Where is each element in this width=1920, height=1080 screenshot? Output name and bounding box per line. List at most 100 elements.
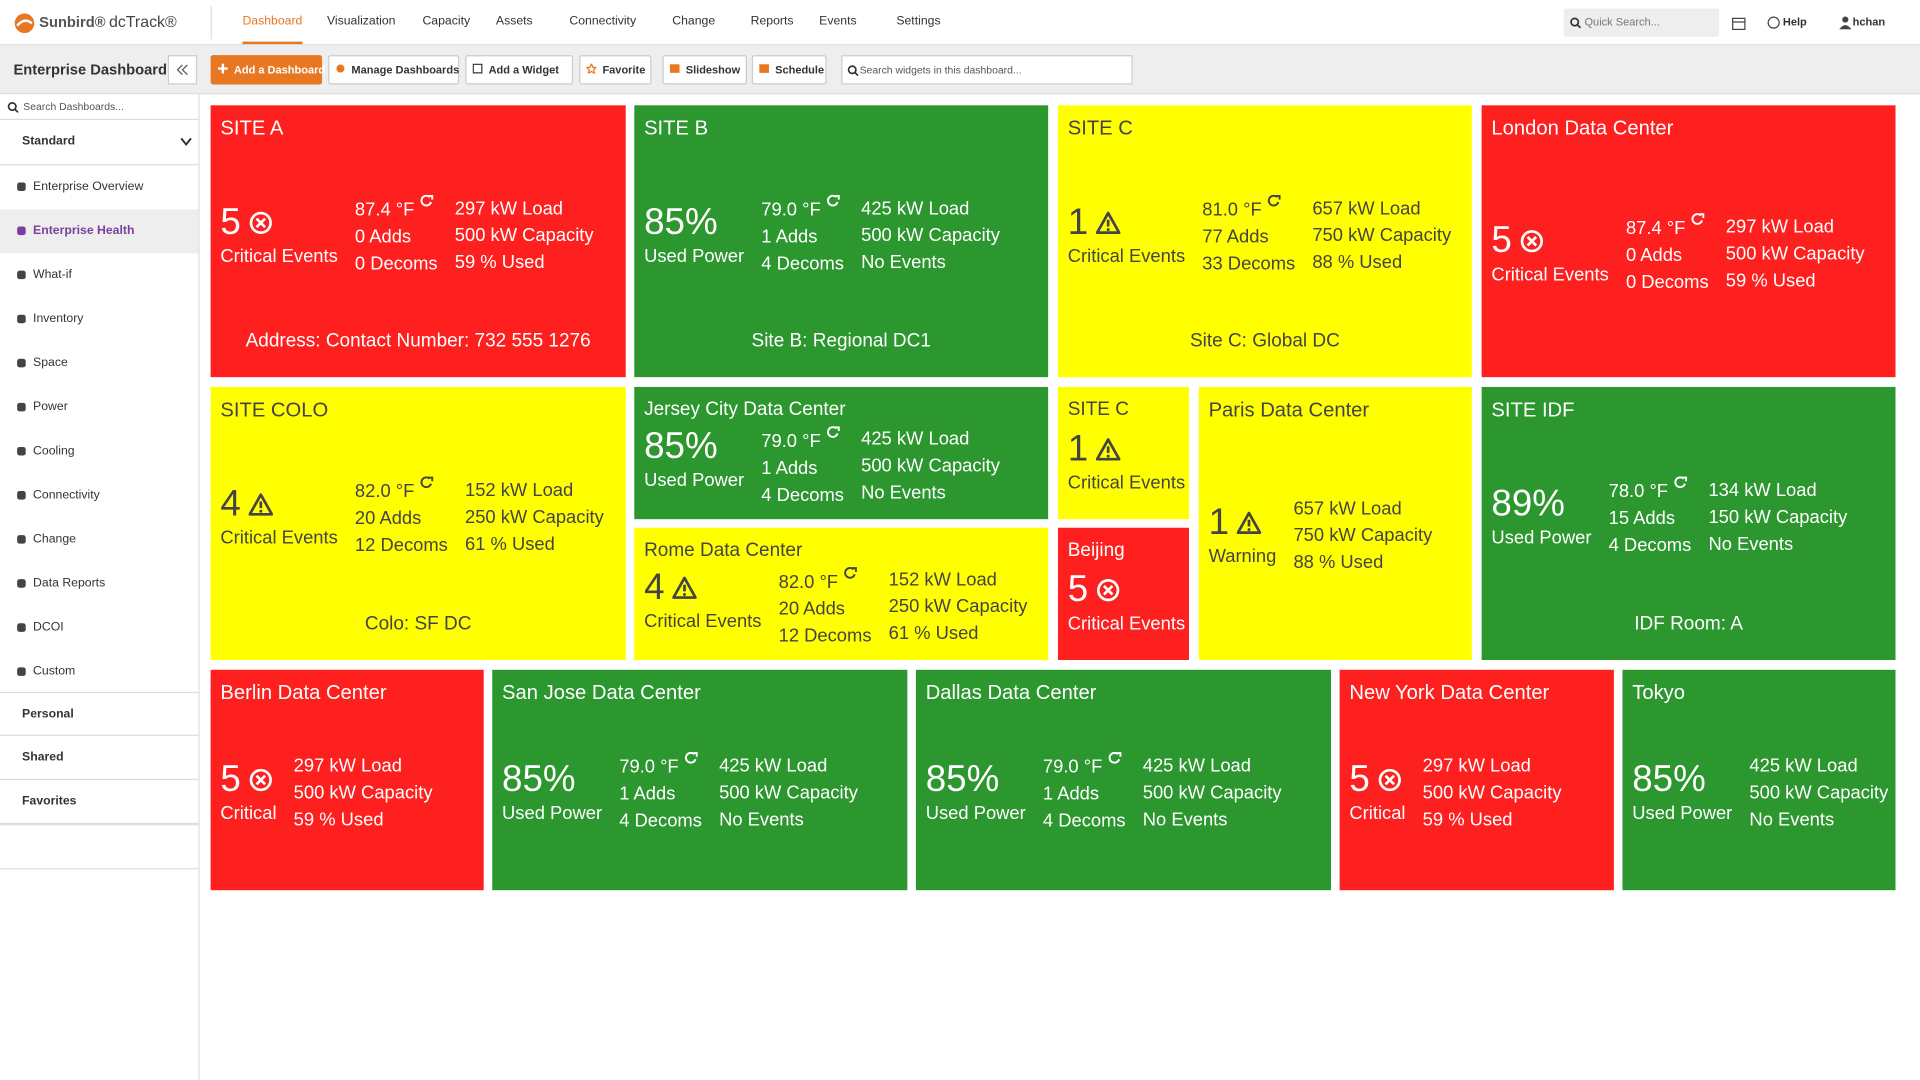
summary-label: Critical Events [1067, 472, 1186, 494]
summary-value: 4 [220, 483, 241, 525]
metric-column: 79.0 °F 1 Adds 4 Decoms [761, 194, 844, 277]
sidebar-item[interactable]: Cooling [0, 430, 198, 474]
nav-item[interactable]: Dashboard [242, 14, 303, 45]
top-nav: Sunbird® dcTrack® Dashboard Visualization… [0, 0, 1920, 46]
item-label: Space [33, 356, 68, 370]
toolbar-button[interactable]: Schedule [751, 55, 827, 85]
sidebar-group[interactable]: Shared [0, 736, 199, 780]
summary-value-row: 4 [220, 484, 337, 526]
widget-title: SITE C [1067, 399, 1129, 420]
widget[interactable]: SITE C 1 Critical Events [1057, 386, 1189, 520]
sidebar-item[interactable]: Connectivity [0, 474, 198, 518]
metric-line: No Events [1708, 531, 1847, 558]
summary-label: Used Power [644, 245, 745, 267]
widget-title: SITE C [1067, 117, 1133, 140]
button-label: Manage Dashboards [351, 63, 460, 76]
widget-title: Berlin Data Center [220, 682, 387, 705]
widget[interactable]: Berlin Data Center 5 Critical 297 kW Load 50… [210, 669, 484, 891]
widget[interactable]: SITE IDF 89% Used Power 78.0 °F 15 Adds 4 Dec… [1481, 386, 1896, 660]
widget-title: SITE B [644, 117, 709, 140]
error-icon [249, 211, 272, 234]
sidebar-item[interactable]: Change [0, 518, 198, 562]
dashboard-search[interactable]: Search Dashboards... [0, 94, 199, 120]
metric-line: 500 kW Capacity [719, 779, 858, 806]
metric-column: 297 kW Load 500 kW Capacity 59 % Used [294, 752, 433, 833]
widget[interactable]: San Jose Data Center 85% Used Power 79.0 °F… [492, 669, 908, 891]
sidebar-item[interactable]: Inventory [0, 298, 198, 342]
toolbar-button[interactable]: Add a Dashboard [210, 55, 325, 85]
widget[interactable]: SITE A 5 Critical Events 87.4 °F 0 Adds 0 Dec… [210, 105, 626, 378]
metric-column: 79.0 °F 1 Adds 4 Decoms [619, 751, 702, 834]
toolbar-button[interactable]: Favorite [579, 55, 652, 85]
widget[interactable]: Rome Data Center 4 Critical Events 82.0 °F 2… [634, 527, 1049, 660]
widget[interactable]: Beijing 5 Critical Events [1057, 527, 1189, 660]
metric-text: 425 kW Load [861, 428, 970, 450]
metric-text: 61 % Used [888, 623, 979, 645]
toolbar-button[interactable]: Manage Dashboards [328, 55, 460, 85]
sidebar-item[interactable]: Space [0, 342, 198, 386]
collapse-button[interactable] [167, 55, 198, 85]
metric-text: 425 kW Load [1749, 754, 1858, 776]
nav-item[interactable]: Events [819, 14, 857, 29]
metric-column: 152 kW Load 250 kW Capacity 61 % Used [889, 567, 1028, 648]
widget[interactable]: Paris Data Center 1 Warning 657 kW Load 750 … [1198, 386, 1472, 660]
nav-item[interactable]: Change [672, 14, 716, 29]
summary-label: Used Power [1632, 802, 1733, 824]
metric-text: No Events [861, 251, 946, 273]
widget-search[interactable]: Search widgets in this dashboard... [841, 55, 1133, 85]
sidebar-group[interactable]: Personal [0, 691, 199, 736]
sidebar-group[interactable]: Favorites [0, 780, 199, 825]
metric-line: 425 kW Load [719, 752, 858, 779]
user-menu[interactable]: hchan [1852, 15, 1886, 29]
widget[interactable]: Tokyo 85% Used Power 425 kW Load 500 kW Capa… [1622, 669, 1896, 891]
metric-text: 500 kW Capacity [1142, 781, 1282, 803]
nav-item[interactable]: Assets [495, 14, 533, 29]
widget-summary: 5 Critical Events [1491, 220, 1608, 289]
widget[interactable]: London Data Center 5 Critical Events 87.4 °… [1481, 105, 1896, 378]
widget-footer: Site B: Regional DC1 [751, 330, 931, 352]
nav-item[interactable]: Connectivity [569, 14, 637, 29]
quick-search[interactable]: Quick Search... [1563, 8, 1720, 37]
widget[interactable]: SITE COLO 4 Critical Events 82.0 °F 20 Adds 1… [210, 386, 626, 660]
metric-text: 12 Decoms [354, 535, 448, 556]
metric-line: 1 Adds [619, 781, 702, 808]
metric-line: 150 kW Capacity [1708, 504, 1847, 531]
item-icon [17, 446, 26, 456]
metric-text: 750 kW Capacity [1312, 224, 1452, 246]
metric-line: No Events [861, 480, 1000, 507]
button-icon [669, 64, 680, 73]
widget[interactable]: Jersey City Data Center 85% Used Power 79.0… [634, 386, 1049, 520]
sidebar-item[interactable]: DCOI [0, 606, 198, 650]
metric-text: 134 kW Load [1708, 480, 1817, 501]
widget[interactable]: SITE C 1 Critical Events 81.0 °F 77 Adds 33 D… [1057, 105, 1472, 378]
metric-line: 1 Adds [1043, 781, 1126, 808]
item-label: DCOI [33, 620, 64, 635]
sidebar-item[interactable]: Enterprise Overview [0, 165, 198, 209]
widget-footer: Site C: Global DC [1189, 330, 1340, 352]
widget[interactable]: Dallas Data Center 85% Used Power 79.0 °F 1 … [915, 669, 1332, 891]
summary-value-row: 5 [220, 201, 337, 243]
sidebar-item[interactable]: Data Reports [0, 562, 198, 606]
sidebar-item[interactable]: Power [0, 386, 198, 430]
nav-item[interactable]: Settings [896, 14, 941, 29]
button-label: Schedule [775, 63, 825, 76]
calendar-icon[interactable] [1731, 16, 1746, 31]
sidebar-item[interactable]: What-if [0, 253, 198, 297]
help-menu[interactable]: Help [1782, 15, 1807, 29]
item-label: Cooling [33, 444, 75, 458]
nav-item[interactable]: Visualization [326, 14, 396, 29]
widget[interactable]: New York Data Center 5 Critical 297 kW Load… [1339, 669, 1614, 891]
widget-summary: 1 Critical Events [1068, 201, 1185, 270]
toolbar-button[interactable]: Slideshow [662, 55, 747, 85]
summary-value-row: 85% [1632, 759, 1732, 801]
widget-summary: 85% Used Power [644, 201, 744, 270]
metric-line: 59 % Used [455, 249, 594, 276]
nav-item[interactable]: Capacity [422, 14, 471, 29]
section-header[interactable]: Standard [0, 120, 199, 166]
toolbar-button[interactable]: Add a Widget [465, 55, 574, 85]
widget[interactable]: SITE B 85% Used Power 79.0 °F 1 Adds 4 Decoms… [634, 105, 1049, 378]
metric-text: 500 kW Capacity [719, 781, 858, 803]
sidebar-item[interactable]: Custom [0, 650, 198, 694]
sidebar-item[interactable]: Enterprise Health [0, 209, 199, 254]
nav-item[interactable]: Reports [750, 14, 794, 29]
